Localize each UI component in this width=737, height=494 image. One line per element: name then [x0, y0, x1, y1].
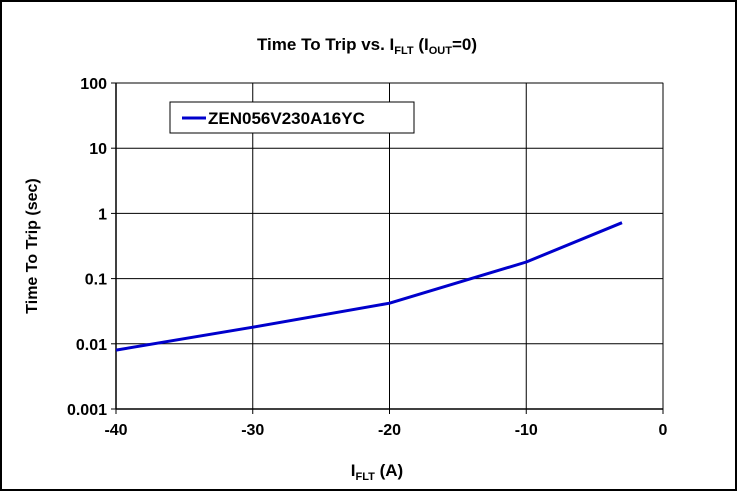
gridlines: [111, 82, 664, 414]
y-tick-label: 1: [98, 206, 107, 223]
series-layer: [115, 221, 623, 352]
x-tick-label: -10: [515, 422, 538, 439]
chart-title: Time To Trip vs. IFLT (IOUT=0): [257, 35, 477, 57]
plot-area: 100 10 1 0.1 0.01 0.001 -40 -30 -20 -10 0: [67, 76, 668, 439]
legend: ZEN056V230A16YC: [169, 101, 415, 134]
y-axis-label: Time To Trip (sec): [24, 178, 41, 313]
y-tick-label: 0.01: [76, 337, 107, 354]
y-tick-labels: 100 10 1 0.1 0.01 0.001: [67, 76, 107, 419]
x-axis-label: IFLT (A): [351, 461, 403, 483]
legend-label: ZEN056V230A16YC: [208, 109, 365, 128]
y-tick-label: 100: [80, 76, 107, 93]
x-tick-label: -20: [378, 422, 401, 439]
x-tick-label: 0: [659, 422, 668, 439]
y-tick-label: 10: [89, 141, 107, 158]
y-tick-label: 0.1: [85, 272, 107, 289]
x-tick-label: -30: [241, 422, 264, 439]
legend-box: [169, 101, 415, 134]
x-tick-label: -40: [104, 422, 127, 439]
series-line-zen056v230a16yc: [115, 221, 623, 352]
x-tick-labels: -40 -30 -20 -10 0: [104, 422, 667, 439]
y-tick-label: 0.001: [67, 402, 107, 419]
